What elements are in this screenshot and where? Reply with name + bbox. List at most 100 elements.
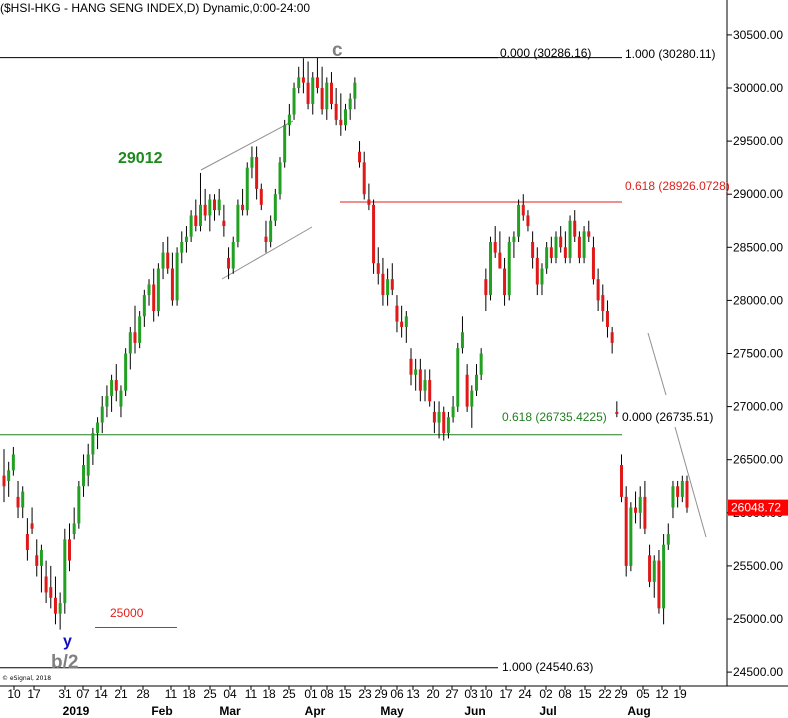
channel-lower-line [221, 226, 313, 280]
candles [2, 57, 689, 630]
candle [138, 311, 142, 349]
x-tick-label: 08 [558, 687, 572, 701]
candle-body [53, 597, 57, 614]
candle [484, 268, 488, 312]
candle [446, 411, 450, 439]
y-tick-label: 30000.00 [733, 81, 783, 95]
candle [35, 539, 39, 577]
candle-body [540, 268, 544, 285]
candle [39, 544, 43, 593]
x-tick-label: 20 [426, 687, 440, 701]
candle-body [685, 480, 689, 508]
candle [100, 395, 104, 434]
x-tick-label: 18 [262, 687, 276, 701]
month-label: Jul [539, 704, 556, 718]
candle-body [657, 560, 661, 609]
candle [367, 183, 371, 211]
candle [652, 555, 656, 598]
candle-body [456, 348, 460, 407]
candle-body [283, 125, 287, 163]
candle [451, 395, 455, 423]
fib-levels [0, 57, 622, 669]
candle-body [170, 268, 174, 301]
candle-body [409, 358, 413, 375]
candle [142, 289, 146, 327]
candle [517, 199, 521, 242]
wave-c-label: c [332, 40, 343, 61]
candle [217, 188, 221, 216]
current-price-label: 26048.72 [731, 501, 781, 515]
x-tick-label: 23 [358, 687, 372, 701]
candle [498, 231, 502, 269]
candle-body [63, 539, 67, 604]
candle [535, 247, 539, 296]
x-tick-label: 03 [464, 687, 478, 701]
candle-body [82, 465, 86, 487]
candle [540, 263, 544, 296]
candle-body [423, 380, 427, 391]
candle-body [213, 199, 217, 211]
candle [526, 210, 530, 232]
candle-body [217, 199, 221, 211]
candle-body [245, 167, 249, 211]
candle-body [418, 369, 422, 391]
candle-body [470, 390, 474, 407]
x-tick-label: 12 [655, 687, 669, 701]
x-tick-label: 11 [165, 687, 178, 701]
candle-body [292, 88, 296, 115]
channel-upper-line [200, 120, 294, 171]
candle [460, 316, 464, 354]
candle-body [535, 257, 539, 285]
candle [437, 401, 441, 439]
x-tick-label: 17 [499, 687, 513, 701]
candle-body [287, 114, 291, 126]
candle-body [7, 470, 11, 481]
candle [198, 172, 202, 232]
candle-body [180, 241, 184, 253]
candle-body [680, 480, 684, 497]
candle [58, 592, 62, 630]
candle [147, 279, 151, 306]
candle-body [231, 241, 235, 269]
x-tick-label: 13 [406, 687, 420, 701]
candle [348, 93, 352, 120]
candle-body [489, 241, 493, 296]
candle [67, 523, 71, 572]
candle [156, 263, 160, 317]
candle-body [77, 486, 81, 524]
candle [577, 231, 581, 264]
candle [531, 231, 535, 269]
candle-body [128, 332, 132, 354]
candle-body [634, 507, 638, 513]
candle-body [652, 560, 656, 582]
candle [395, 295, 399, 333]
x-tick-label: 24 [518, 687, 532, 701]
candle [166, 236, 170, 274]
candle-body [620, 465, 624, 497]
candle [25, 518, 29, 561]
candle [77, 480, 81, 529]
candle [170, 252, 174, 306]
candle [353, 77, 357, 110]
candle-body [624, 496, 628, 566]
candle-body [591, 247, 595, 280]
candle-body [479, 353, 483, 375]
candle-body [348, 98, 352, 110]
x-tick-label: 05 [636, 687, 650, 701]
candle-body [184, 236, 188, 242]
candle [325, 77, 329, 120]
candle-body [437, 411, 441, 423]
candle [16, 480, 20, 519]
candle-body [208, 199, 212, 216]
candle [559, 226, 563, 253]
x-tick-label: 31 [58, 687, 72, 701]
candle-body [227, 257, 231, 269]
candle [605, 300, 609, 338]
candle-body [559, 236, 563, 248]
trend-line-lower [674, 426, 707, 538]
candle [582, 226, 586, 264]
month-label: May [380, 704, 404, 718]
candle-body [498, 252, 502, 269]
candle [133, 305, 137, 354]
candle [180, 231, 184, 264]
